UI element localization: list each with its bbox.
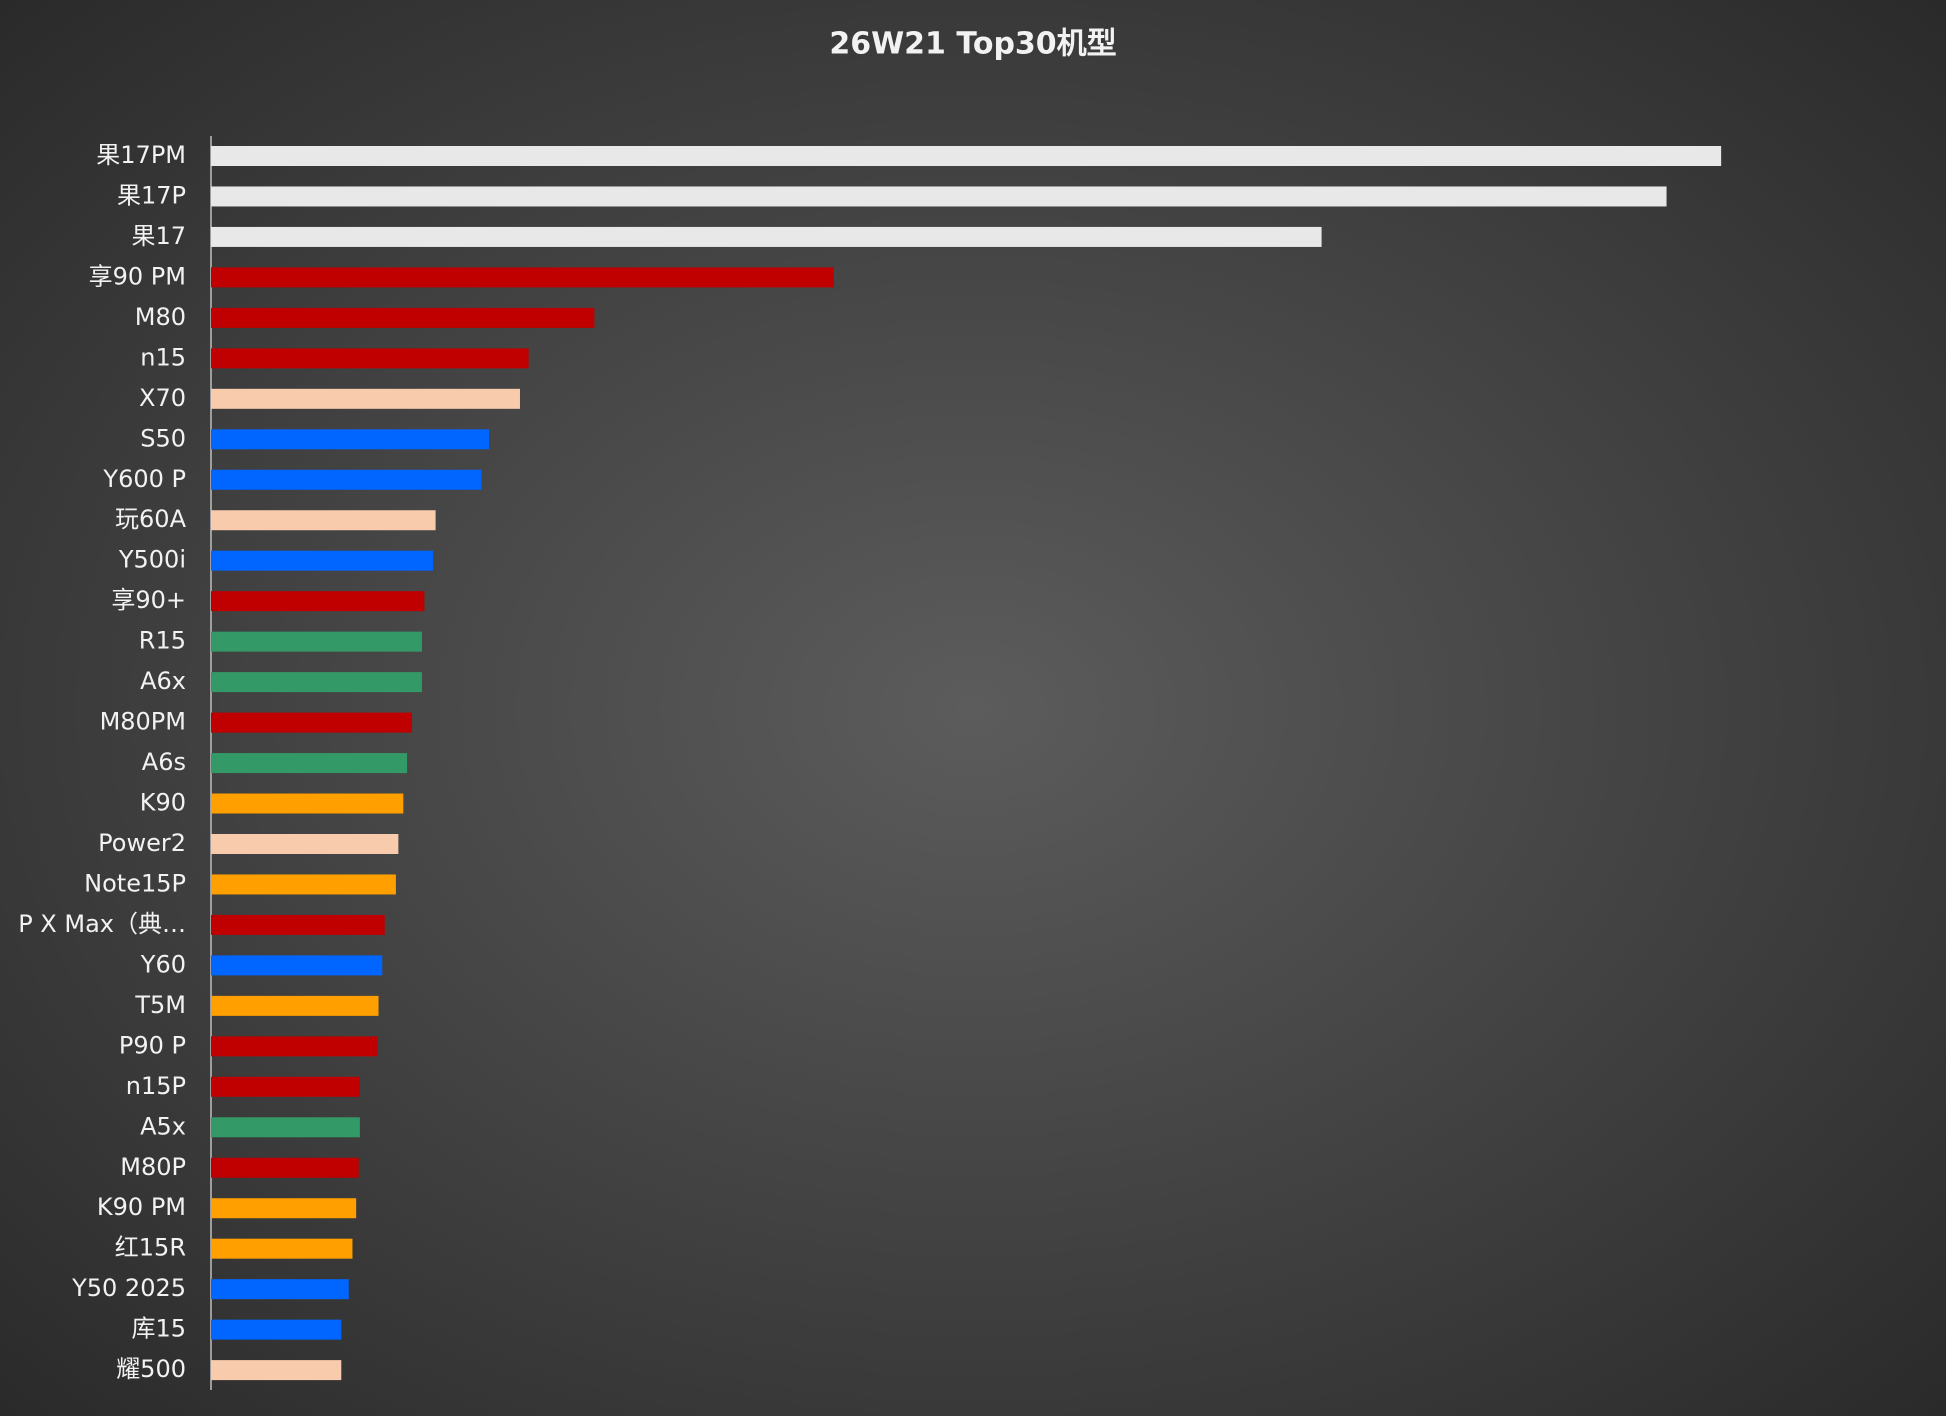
bar <box>211 146 1722 166</box>
bar <box>211 1238 353 1259</box>
y-tick-label: 享90+ <box>111 586 186 614</box>
bar <box>211 388 520 409</box>
bar <box>211 1360 342 1381</box>
bar <box>211 1117 360 1138</box>
y-tick-label: P90 P <box>119 1031 186 1059</box>
bar <box>211 914 385 935</box>
bar <box>211 1036 378 1057</box>
bar <box>211 1076 360 1097</box>
bar <box>211 429 489 450</box>
y-tick-label: X70 <box>139 384 186 412</box>
bar <box>211 591 425 612</box>
y-tick-label: A5x <box>140 1112 186 1140</box>
y-tick-label: 玩60A <box>115 505 187 533</box>
y-tick-label: 红15R <box>115 1234 186 1262</box>
bar <box>211 469 482 490</box>
y-tick-label: A6s <box>142 748 186 776</box>
bar <box>211 712 413 733</box>
y-tick-label: n15P <box>126 1072 186 1100</box>
bar <box>211 1198 357 1219</box>
chart-title: 26W21 Top30机型 <box>829 27 1116 62</box>
y-tick-label: K90 PM <box>97 1193 186 1221</box>
y-tick-label: Y500i <box>118 546 186 574</box>
bar <box>211 874 396 895</box>
y-tick-label: T5M <box>134 991 186 1019</box>
bar <box>211 348 529 369</box>
y-tick-label: P X Max（典… <box>18 910 186 938</box>
y-tick-label: 享90 PM <box>89 262 186 290</box>
bar <box>211 1319 342 1340</box>
bar <box>211 631 422 652</box>
y-tick-label: 果17 <box>131 222 186 250</box>
bar <box>211 833 399 854</box>
y-tick-label: K90 <box>140 789 186 817</box>
bar <box>211 186 1667 207</box>
y-tick-label: R15 <box>139 627 186 655</box>
y-tick-label: A6x <box>140 667 186 695</box>
y-tick-label: M80 <box>135 303 186 331</box>
bar <box>211 267 834 288</box>
bar <box>211 793 404 814</box>
bar <box>211 1279 349 1300</box>
bar <box>211 1157 359 1178</box>
y-tick-label: 耀500 <box>116 1355 186 1383</box>
y-tick-label: Note15P <box>84 869 186 897</box>
y-tick-label: S50 <box>140 424 186 452</box>
y-tick-label: Power2 <box>98 829 186 857</box>
bar <box>211 550 434 571</box>
y-tick-label: M80PM <box>100 708 186 736</box>
y-tick-label: 果17P <box>117 181 186 209</box>
bar <box>211 995 379 1016</box>
bar <box>211 307 595 328</box>
y-tick-label: n15 <box>140 343 186 371</box>
y-tick-label: 果17PM <box>96 141 186 169</box>
bar <box>211 510 436 531</box>
bar <box>211 753 408 774</box>
bar <box>211 955 383 976</box>
bar <box>211 226 1322 247</box>
y-tick-label: M80P <box>120 1153 186 1181</box>
bar <box>211 672 422 693</box>
y-tick-label: 库15 <box>131 1315 186 1343</box>
y-tick-label: Y600 P <box>102 465 186 493</box>
y-tick-label: Y50 2025 <box>71 1274 186 1302</box>
y-tick-label: Y60 <box>140 950 186 978</box>
